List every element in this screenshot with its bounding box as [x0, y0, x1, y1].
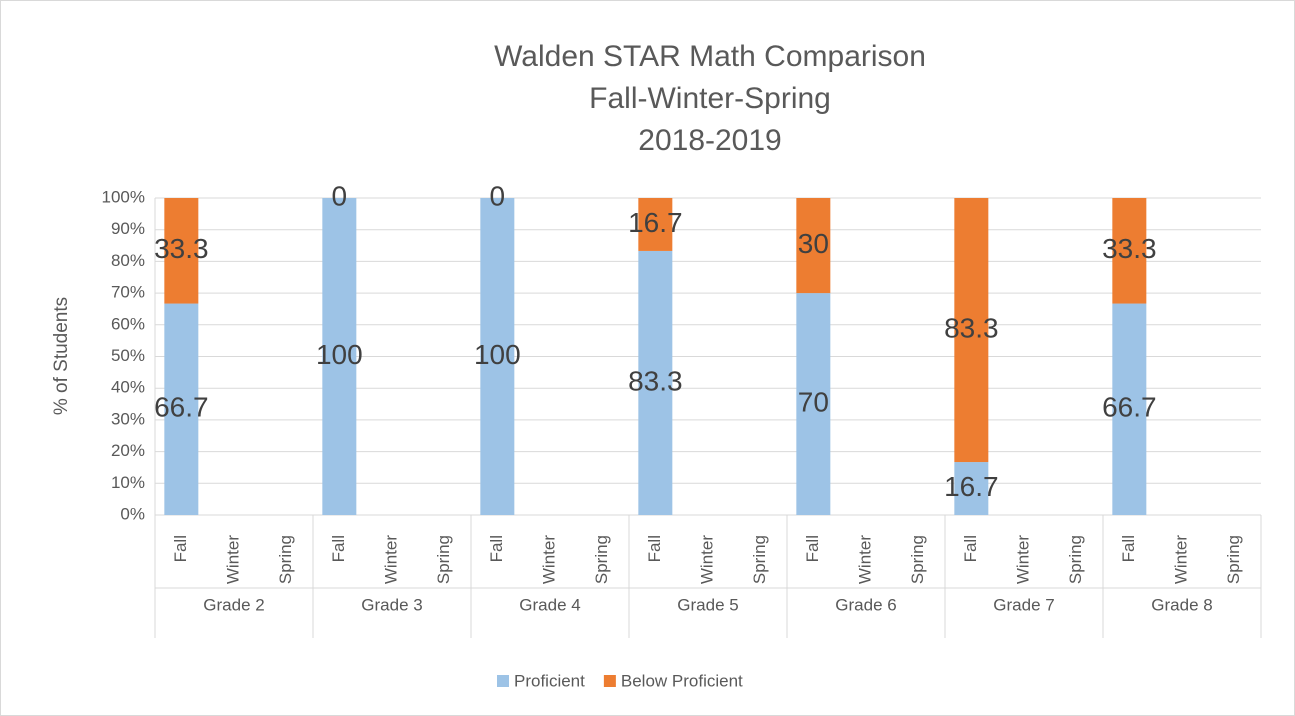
- data-label: 66.7: [154, 392, 209, 423]
- x-tick-label: Winter: [697, 535, 716, 584]
- data-label: 100: [474, 339, 521, 370]
- y-tick-label: 80%: [111, 251, 145, 270]
- x-tick-label: Fall: [487, 535, 506, 562]
- data-label: 100: [316, 339, 363, 370]
- group-label: Grade 3: [361, 595, 422, 614]
- x-tick-label: Fall: [329, 535, 348, 562]
- x-tick-label: Spring: [1066, 535, 1085, 584]
- legend-swatch: [497, 675, 509, 687]
- y-tick-label: 0%: [120, 504, 145, 523]
- x-tick-label: Winter: [381, 535, 400, 584]
- bar-segment: [638, 250, 673, 515]
- x-tick-label: Fall: [803, 535, 822, 562]
- bar-segment: [322, 198, 357, 515]
- x-tick-label: Winter: [855, 535, 874, 584]
- group-label: Grade 7: [993, 595, 1054, 614]
- y-tick-label: 20%: [111, 441, 145, 460]
- data-label: 33.3: [154, 233, 209, 264]
- y-tick-label: 70%: [111, 283, 145, 302]
- data-label: 0: [490, 180, 506, 211]
- data-label: 16.7: [944, 471, 999, 502]
- bar-segment: [1112, 198, 1147, 304]
- x-tick-label: Spring: [1224, 535, 1243, 584]
- data-label: 0: [332, 180, 348, 211]
- group-label: Grade 6: [835, 595, 896, 614]
- data-label: 66.7: [1102, 392, 1157, 423]
- x-tick-label: Spring: [434, 535, 453, 584]
- x-tick-label: Winter: [1171, 535, 1190, 584]
- legend-swatch: [603, 675, 616, 687]
- data-label: 33.3: [1102, 233, 1157, 264]
- data-label: 16.7: [628, 207, 683, 238]
- chart-title: 2018-2019: [638, 124, 781, 157]
- y-tick-label: 30%: [111, 409, 145, 428]
- group-label: Grade 4: [519, 595, 580, 614]
- x-tick-label: Winter: [539, 535, 558, 584]
- bar-segment: [796, 293, 831, 515]
- x-tick-label: Spring: [908, 535, 927, 584]
- x-tick-label: Winter: [1013, 535, 1032, 584]
- bar-segment: [480, 198, 515, 515]
- chart-title: Fall-Winter-Spring: [589, 82, 831, 115]
- y-tick-label: 40%: [111, 378, 145, 397]
- bar-segment: [164, 198, 199, 304]
- chart-title: Walden STAR Math Comparison: [494, 40, 926, 73]
- bar-segment: [954, 198, 989, 463]
- x-tick-label: Spring: [750, 535, 769, 584]
- bar-segment: [1112, 303, 1147, 515]
- x-tick-label: Spring: [276, 535, 295, 584]
- data-label: 83.3: [944, 312, 999, 343]
- data-label: 70: [798, 386, 829, 417]
- group-label: Grade 2: [203, 595, 264, 614]
- x-tick-label: Fall: [1119, 535, 1138, 562]
- group-label: Grade 5: [677, 595, 738, 614]
- legend-label: Proficient: [514, 671, 585, 690]
- x-tick-label: Winter: [223, 535, 242, 584]
- y-axis-label: % of Students: [51, 297, 72, 415]
- y-tick-label: 10%: [111, 473, 145, 492]
- data-label: 83.3: [628, 365, 683, 396]
- y-tick-label: 50%: [111, 346, 145, 365]
- data-label: 30: [798, 228, 829, 259]
- y-tick-label: 60%: [111, 314, 145, 333]
- group-label: Grade 8: [1151, 595, 1212, 614]
- legend-label: Below Proficient: [621, 671, 743, 690]
- bar-segment: [954, 462, 989, 515]
- x-tick-label: Fall: [171, 535, 190, 562]
- x-tick-label: Spring: [592, 535, 611, 584]
- bar-segment: [796, 198, 831, 294]
- x-tick-label: Fall: [645, 535, 664, 562]
- y-tick-label: 100%: [102, 187, 145, 206]
- y-tick-label: 90%: [111, 219, 145, 238]
- bar-segment: [164, 303, 199, 515]
- bar-segment: [638, 198, 673, 251]
- x-tick-label: Fall: [961, 535, 980, 562]
